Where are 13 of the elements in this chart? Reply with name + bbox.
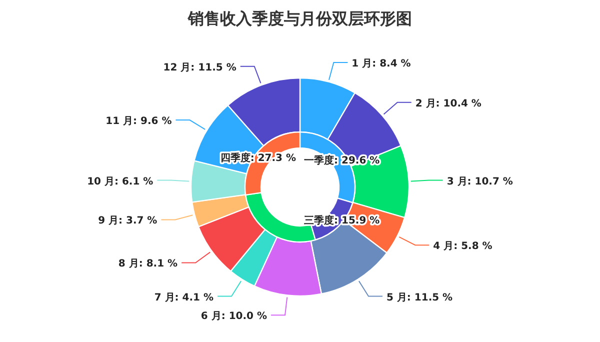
slice-label: 4 月: 5.8 % bbox=[433, 241, 492, 252]
chart-title: 销售收入季度与月份双层环形图 bbox=[187, 9, 412, 28]
slice-label: 5 月: 11.5 % bbox=[386, 292, 453, 304]
slice-label: 11 月: 9.6 % bbox=[106, 116, 172, 128]
slice-label: 9 月: 3.7 % bbox=[98, 216, 158, 227]
slice-label: 12 月: 11.5 % bbox=[163, 62, 236, 74]
slice-label: 8 月: 8.1 % bbox=[118, 258, 178, 270]
slice-label: 1 月: 8.4 % bbox=[352, 58, 411, 70]
slice-label: 2 月: 10.4 % bbox=[415, 98, 482, 110]
slice-label: 6 月: 10.0 % bbox=[200, 311, 268, 322]
slice-label: 3 月: 10.7 % bbox=[446, 176, 513, 188]
slice-label: 10 月: 6.1 % bbox=[87, 176, 154, 188]
slice-label: 7 月: 4.1 % bbox=[154, 292, 214, 304]
